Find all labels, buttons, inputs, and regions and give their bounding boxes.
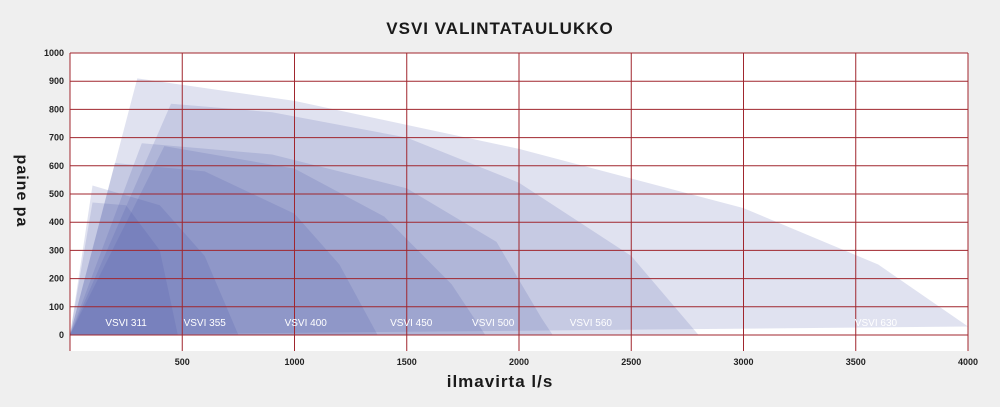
y-tick-label: 300: [49, 245, 64, 255]
area-vsvi-450: [70, 146, 486, 335]
area-vsvi-355: [70, 185, 239, 335]
y-tick-label: 700: [49, 133, 64, 143]
y-tick-label: 1000: [44, 48, 64, 58]
x-tick-label: 1500: [397, 357, 417, 367]
chart-title: VSVI VALINTATAULUKKO: [386, 19, 614, 38]
x-tick-label: 2000: [509, 357, 529, 367]
y-tick-label: 400: [49, 217, 64, 227]
series-label: VSVI 400: [285, 318, 328, 329]
x-tick-label: 4000: [958, 357, 978, 367]
x-tick-label: 1000: [284, 357, 304, 367]
x-tick-label: 500: [175, 357, 190, 367]
series-label: VSVI 355: [184, 318, 227, 329]
x-tick-label: 3500: [846, 357, 866, 367]
area-vsvi-560: [70, 103, 699, 335]
series-label: VSVI 500: [472, 318, 515, 329]
y-tick-label: 800: [49, 104, 64, 114]
series-label: VSVI 630: [855, 318, 898, 329]
x-tick-label: 2500: [621, 357, 641, 367]
y-tick-label: 600: [49, 161, 64, 171]
x-tick-label: 3000: [733, 357, 753, 367]
y-tick-label: 500: [49, 189, 64, 199]
y-tick-label: 900: [49, 76, 64, 86]
series-label: VSVI 311: [105, 318, 147, 329]
area-vsvi-500: [70, 143, 553, 335]
area-vsvi-400: [70, 163, 378, 335]
x-axis-label: ilmavirta l/s: [446, 372, 554, 391]
y-tick-label: 100: [49, 302, 64, 312]
series-label: VSVI 560: [570, 318, 613, 329]
y-tick-label: 200: [49, 274, 64, 284]
y-tick-label: 0: [59, 330, 64, 340]
area-vsvi-311: [70, 202, 178, 335]
series-label: VSVI 450: [390, 318, 433, 329]
